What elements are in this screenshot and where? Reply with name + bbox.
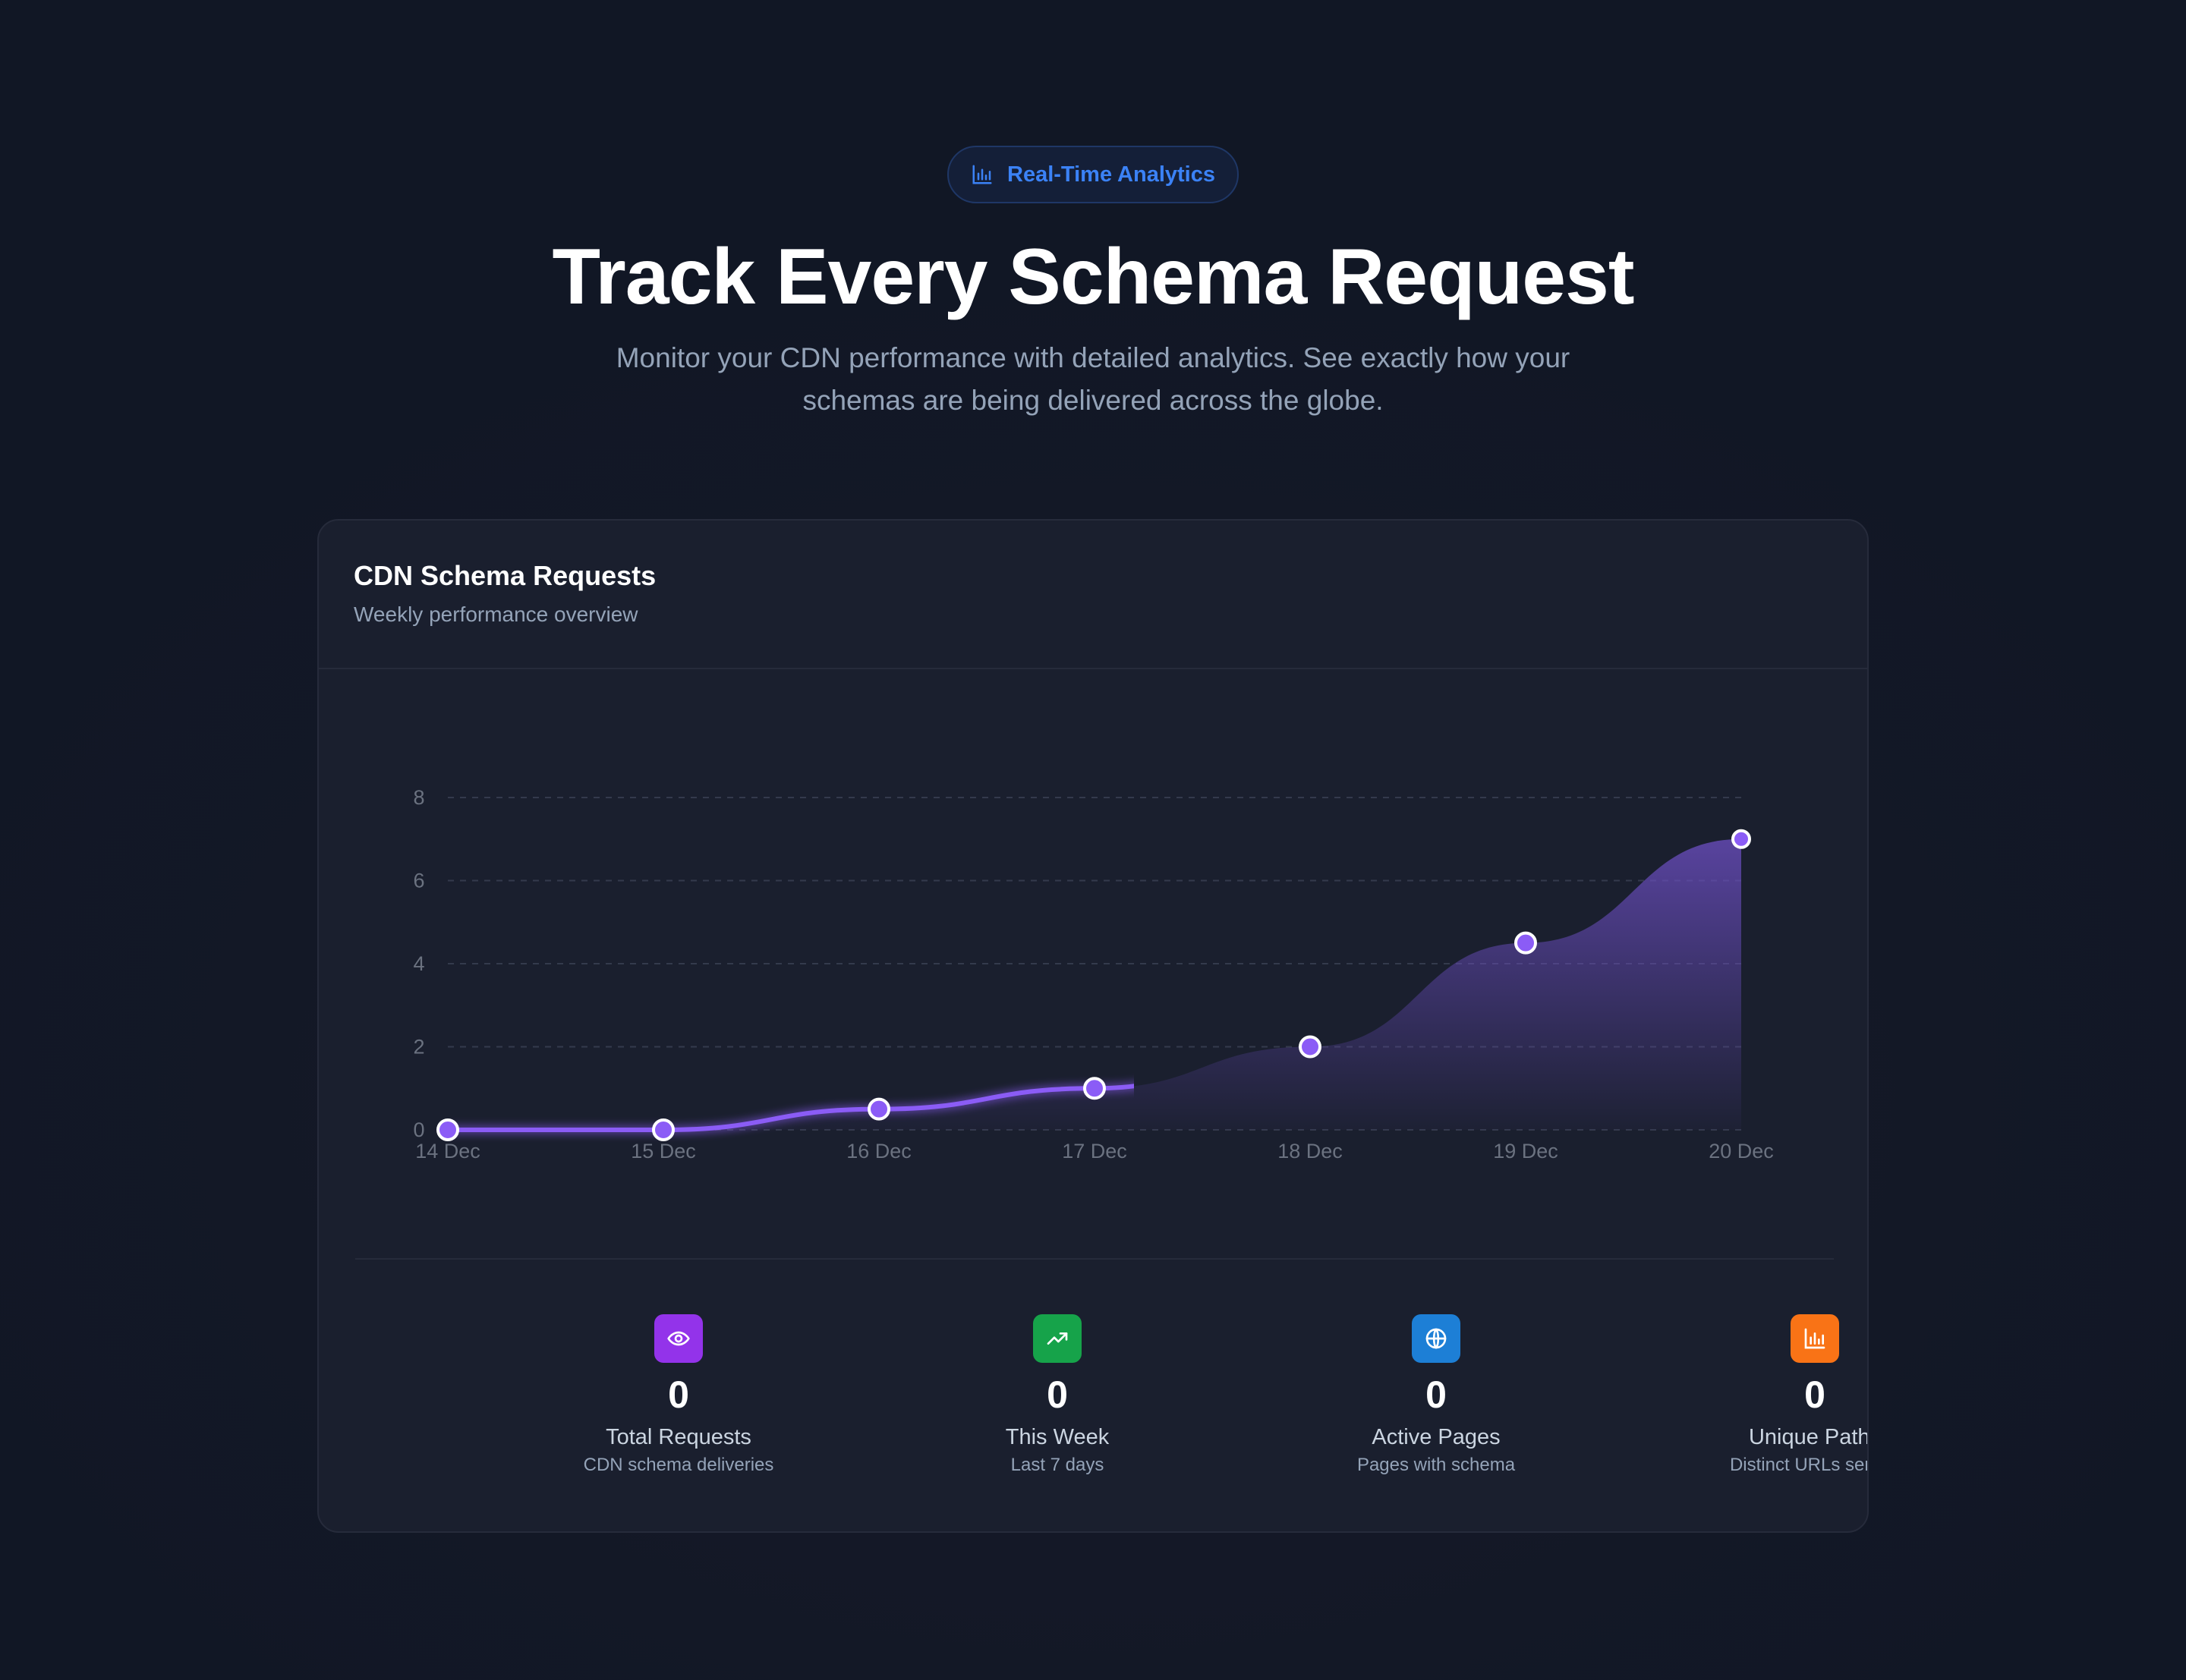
card-title: CDN Schema Requests <box>354 560 657 591</box>
data-point[interactable] <box>1731 829 1751 849</box>
data-point[interactable] <box>1083 1077 1106 1100</box>
x-tick-label: 20 Dec <box>1709 1140 1774 1162</box>
x-tick-label: 19 Dec <box>1493 1140 1558 1162</box>
globe-icon <box>1412 1314 1460 1363</box>
stats-divider <box>355 1258 1834 1260</box>
badge-label: Real-Time Analytics <box>1007 162 1215 187</box>
stat-value: 0 <box>1047 1373 1068 1416</box>
stat-description: CDN schema deliveries <box>583 1455 774 1475</box>
y-tick-label: 8 <box>413 786 424 809</box>
x-tick-label: 14 Dec <box>415 1140 480 1162</box>
eye-icon <box>654 1314 703 1363</box>
page-subtitle: Monitor your CDN performance with detail… <box>616 342 1570 416</box>
x-tick-label: 15 Dec <box>631 1140 696 1162</box>
stat-label: This Week <box>1005 1425 1110 1449</box>
stat-description: Pages with schema <box>1356 1455 1516 1475</box>
stat-description: Distinct URLs served <box>1729 1455 1869 1475</box>
card-header: CDN Schema Requests Weekly performance o… <box>319 521 1867 669</box>
analytics-card: CDN Schema Requests Weekly performance o… <box>317 519 1869 1533</box>
x-tick-label: 17 Dec <box>1062 1140 1127 1162</box>
data-point[interactable] <box>1514 931 1537 955</box>
stat-value: 0 <box>1425 1373 1447 1416</box>
x-tick-label: 16 Dec <box>846 1140 912 1162</box>
stat-unique-paths: 0 Unique Paths Distinct URLs served <box>1640 1314 1869 1477</box>
bar-chart-icon <box>971 163 994 186</box>
requests-chart: 0 2 4 6 8 14 Dec 15 Dec 16 Dec 17 Dec 18 Dec 19 D… <box>413 786 1774 1162</box>
stat-active-pages: 0 Active Pages Pages with schema <box>1262 1314 1611 1477</box>
stat-label: Unique Paths <box>1748 1425 1869 1449</box>
data-point[interactable] <box>652 1118 675 1141</box>
stat-label: Total Requests <box>606 1425 751 1449</box>
stat-total-requests: 0 Total Requests CDN schema deliveries <box>504 1314 853 1477</box>
real-time-analytics-badge: Real-Time Analytics <box>947 146 1239 203</box>
stat-label: Active Pages <box>1372 1425 1501 1449</box>
y-tick-label: 0 <box>413 1118 424 1141</box>
stat-this-week: 0 This Week Last 7 days <box>883 1314 1232 1477</box>
stat-value: 0 <box>1804 1373 1825 1416</box>
card-subtitle: Weekly performance overview <box>354 602 638 626</box>
trending-up-icon <box>1033 1314 1082 1363</box>
stat-value: 0 <box>668 1373 689 1416</box>
data-point[interactable] <box>1299 1035 1321 1059</box>
series-area <box>448 838 1741 1130</box>
x-tick-label: 18 Dec <box>1277 1140 1343 1162</box>
data-point[interactable] <box>868 1097 890 1121</box>
stat-description: Last 7 days <box>1010 1455 1104 1475</box>
y-tick-label: 6 <box>413 870 424 892</box>
y-tick-label: 4 <box>413 952 424 975</box>
page-title: Track Every Schema Request <box>552 233 1634 321</box>
bar-chart-icon <box>1791 1314 1839 1363</box>
series-line <box>446 1084 1134 1132</box>
y-tick-label: 2 <box>413 1036 424 1059</box>
data-point[interactable] <box>436 1118 459 1141</box>
